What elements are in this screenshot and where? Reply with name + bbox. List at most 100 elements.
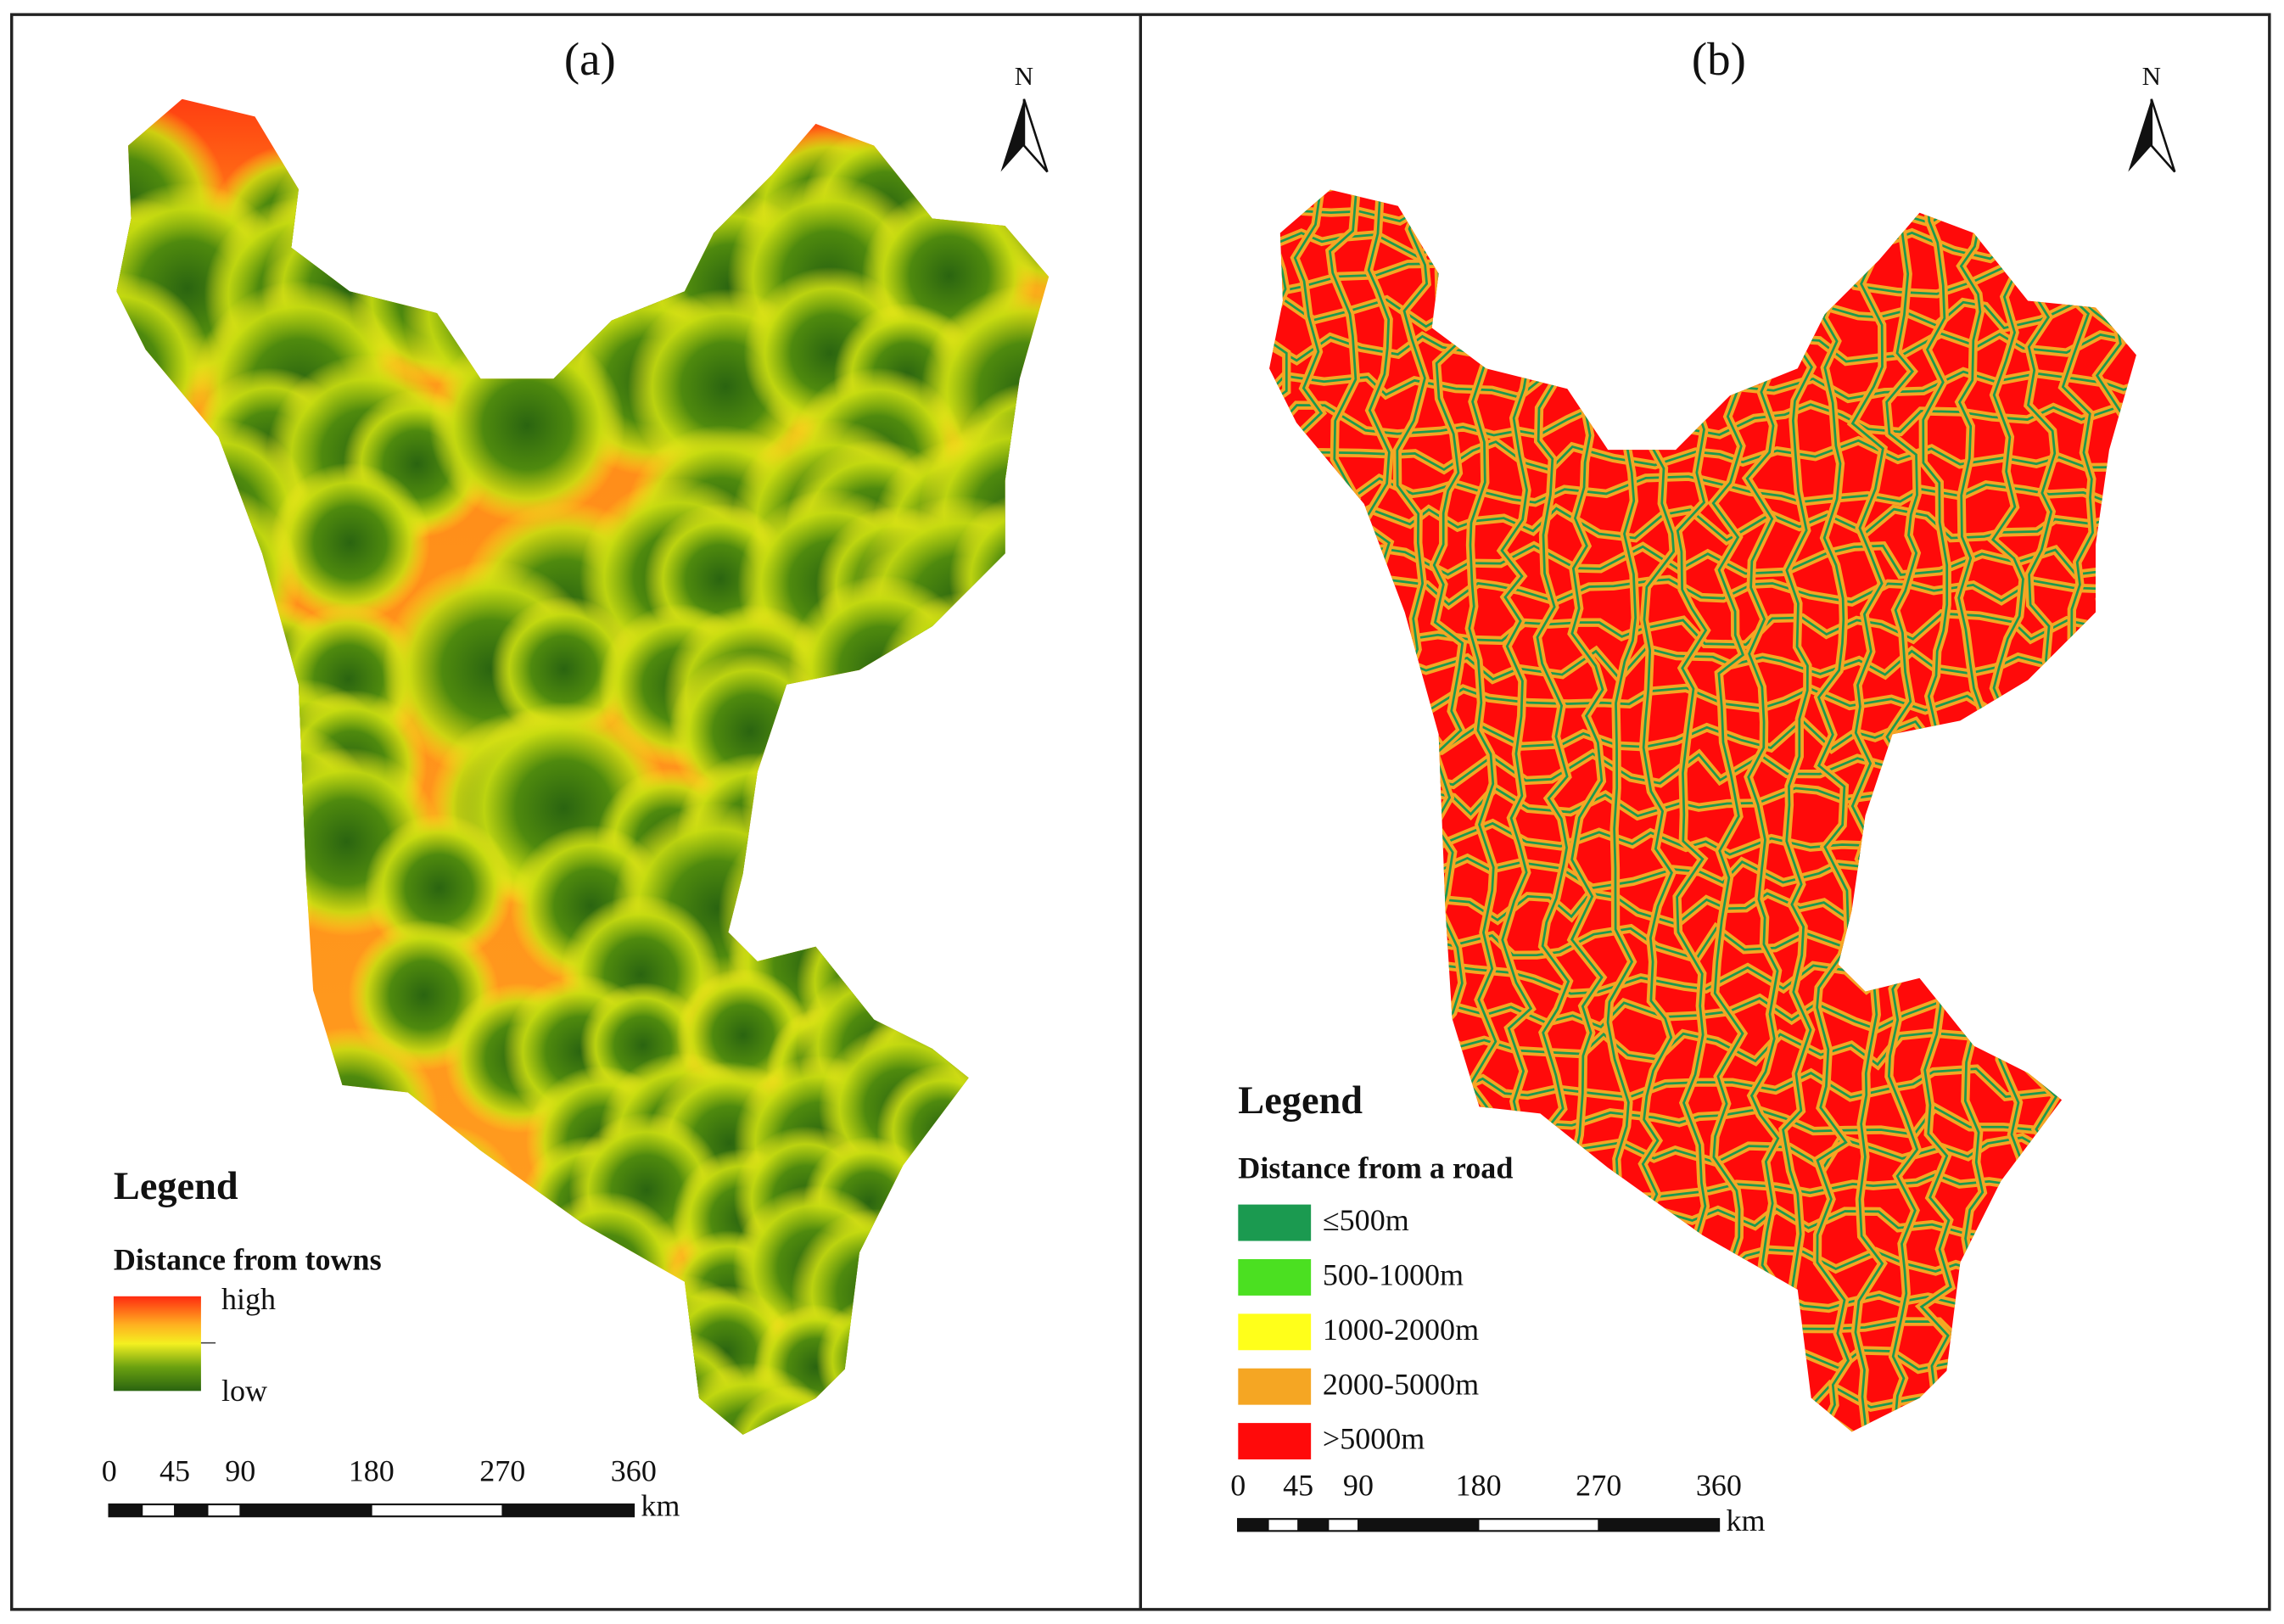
scale-unit: km (1726, 1504, 1765, 1537)
town-zone (884, 1265, 1026, 1407)
town-zone (976, 1063, 1050, 1224)
scale-bar-segment (174, 1504, 209, 1517)
town-zone (411, 139, 607, 335)
town-zone (971, 1280, 1050, 1429)
legend-label: 500-1000m (1323, 1258, 1464, 1292)
town-zone (116, 860, 291, 1059)
town-zone (820, 1375, 960, 1435)
scale-label: 0 (1230, 1469, 1246, 1503)
road (1269, 189, 2136, 193)
scale-unit: km (641, 1489, 680, 1523)
legend-high: high (221, 1282, 276, 1316)
scale-label: 360 (611, 1453, 657, 1487)
town-zone (116, 555, 255, 760)
town-zone (501, 1372, 640, 1435)
town-zone (116, 507, 221, 669)
town-zone (116, 835, 226, 1005)
legend-low: low (221, 1374, 267, 1408)
town-zone (528, 1191, 685, 1348)
town-zone (260, 1027, 439, 1207)
town-zone (270, 462, 431, 623)
town-zone (116, 481, 301, 676)
legend-swatch (1238, 1204, 1312, 1241)
town-zone (116, 272, 212, 464)
legend-label: 1000-2000m (1323, 1313, 1479, 1347)
north-arrow (1000, 98, 1049, 173)
town-zone (356, 140, 530, 314)
road (2168, 160, 2197, 1498)
scale-label: 90 (1343, 1469, 1374, 1503)
scale-label: 180 (1456, 1469, 1502, 1503)
north-label: N (1015, 61, 1033, 91)
scale-label: 360 (1696, 1469, 1742, 1503)
scale-label: 270 (479, 1453, 525, 1487)
scale-label: 45 (160, 1453, 190, 1487)
town-zone (116, 968, 247, 1159)
scale-label: 45 (1283, 1469, 1313, 1503)
town-zone (956, 951, 1050, 1112)
legend-heading: Legend (1238, 1079, 1363, 1123)
legend-label: >5000m (1323, 1422, 1425, 1456)
scale-bar-segment (501, 1504, 635, 1517)
town-zone (506, 1289, 679, 1435)
road (1816, 189, 1850, 1432)
town-zone (949, 490, 1050, 666)
road (2133, 189, 2136, 1432)
legend-gradient (113, 1296, 201, 1392)
scale-bar-segment (1267, 1518, 1299, 1532)
road-buffer (2130, 189, 2136, 1432)
panel-label: (a) (564, 33, 616, 85)
town-zone (490, 596, 637, 742)
north-label: N (2142, 61, 2161, 91)
legend-label: 2000-5000m (1323, 1367, 1479, 1401)
legend-swatch (1238, 1368, 1312, 1405)
scale-bar-segment (1297, 1518, 1330, 1532)
town-zone (741, 725, 896, 881)
scale-bar-segment (141, 1504, 176, 1517)
town-zone (725, 1385, 859, 1435)
town-zone (954, 593, 1050, 786)
legend-label: ≤500m (1323, 1203, 1409, 1237)
town-zone (872, 805, 1050, 1015)
town-zone (816, 1296, 944, 1424)
road (1850, 189, 1885, 1432)
scale-bar-segment (108, 1504, 143, 1517)
town-zone (313, 1315, 521, 1435)
town-zone (124, 815, 314, 1004)
legend-title: Distance from towns (114, 1243, 382, 1277)
legend-title: Distance from a road (1238, 1151, 1513, 1184)
scale-bar-segment (1327, 1518, 1359, 1532)
road-buffer (1269, 189, 2136, 196)
town-zone (905, 1192, 1050, 1349)
town-zone (859, 1329, 1027, 1435)
scale-label: 270 (1576, 1469, 1621, 1503)
town-zone (906, 1134, 1034, 1263)
road-buffer (2168, 160, 2197, 1498)
scale-bar-segment (370, 1504, 504, 1517)
legend-heading: Legend (114, 1165, 238, 1208)
legend-swatch (1238, 1423, 1312, 1460)
legend-swatch (1238, 1313, 1312, 1351)
map-b (1269, 160, 2197, 1498)
north-arrow (2128, 98, 2176, 173)
town-zone (428, 328, 625, 524)
town-zone (958, 1201, 1050, 1367)
scale-bar-segment (1358, 1518, 1480, 1532)
scale-bar-segment (1477, 1518, 1600, 1532)
scale-bar-segment (1237, 1518, 1269, 1532)
road (1781, 189, 1813, 1432)
road (1269, 544, 2136, 576)
town-zone (990, 1128, 1050, 1257)
town-zone (417, 1256, 609, 1435)
scale-bar-segment (206, 1504, 242, 1517)
scale-label: 180 (349, 1453, 395, 1487)
panel-label: (b) (1692, 33, 1746, 85)
town-zone (243, 1324, 435, 1435)
scale-bar-segment (239, 1504, 372, 1517)
town-zone (938, 1337, 1050, 1435)
town-zone (876, 591, 1050, 774)
scale-label: 90 (225, 1453, 255, 1487)
legend-swatch (1238, 1258, 1312, 1296)
